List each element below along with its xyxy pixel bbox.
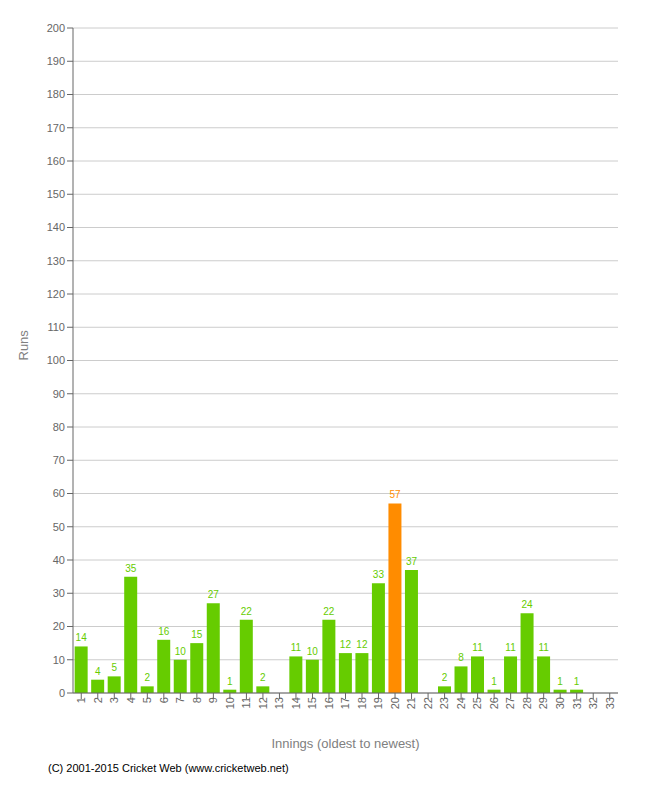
- svg-text:19: 19: [372, 697, 384, 709]
- svg-text:35: 35: [125, 563, 137, 574]
- svg-text:10: 10: [307, 646, 319, 657]
- svg-text:12: 12: [257, 697, 269, 709]
- svg-text:190: 190: [47, 55, 65, 67]
- svg-text:80: 80: [53, 421, 65, 433]
- svg-text:6: 6: [158, 697, 170, 703]
- svg-text:28: 28: [521, 697, 533, 709]
- svg-text:29: 29: [537, 697, 549, 709]
- svg-text:22: 22: [241, 606, 253, 617]
- svg-text:20: 20: [53, 620, 65, 632]
- svg-text:13: 13: [273, 697, 285, 709]
- svg-text:37: 37: [406, 556, 418, 567]
- svg-text:22: 22: [422, 697, 434, 709]
- svg-text:1: 1: [574, 676, 580, 687]
- svg-text:110: 110: [47, 321, 65, 333]
- svg-text:11: 11: [240, 697, 252, 708]
- svg-text:12: 12: [356, 639, 368, 650]
- svg-text:60: 60: [53, 487, 65, 499]
- svg-text:25: 25: [471, 697, 483, 709]
- svg-text:7: 7: [174, 697, 186, 703]
- svg-text:11: 11: [538, 642, 549, 653]
- svg-text:180: 180: [47, 88, 65, 100]
- svg-text:10: 10: [53, 654, 65, 666]
- svg-text:31: 31: [571, 697, 583, 709]
- svg-text:30: 30: [53, 587, 65, 599]
- svg-text:8: 8: [458, 652, 464, 663]
- svg-text:22: 22: [323, 606, 335, 617]
- svg-text:10: 10: [175, 646, 187, 657]
- svg-text:1: 1: [75, 697, 87, 703]
- svg-text:24: 24: [521, 599, 533, 610]
- svg-text:50: 50: [53, 521, 65, 533]
- svg-text:15: 15: [306, 697, 318, 709]
- svg-text:27: 27: [208, 589, 220, 600]
- svg-text:150: 150: [47, 188, 65, 200]
- svg-text:90: 90: [53, 388, 65, 400]
- svg-text:4: 4: [125, 697, 137, 703]
- svg-text:17: 17: [339, 697, 351, 709]
- svg-text:33: 33: [604, 697, 616, 709]
- svg-text:2: 2: [144, 672, 150, 683]
- svg-text:Runs: Runs: [16, 330, 31, 361]
- svg-text:140: 140: [47, 221, 65, 233]
- svg-text:32: 32: [587, 697, 599, 709]
- svg-text:24: 24: [455, 697, 467, 709]
- svg-text:9: 9: [207, 697, 219, 703]
- svg-text:57: 57: [389, 489, 401, 500]
- svg-text:23: 23: [438, 697, 450, 709]
- svg-text:33: 33: [373, 569, 385, 580]
- svg-text:16: 16: [158, 626, 170, 637]
- svg-text:2: 2: [92, 697, 104, 703]
- svg-text:26: 26: [488, 697, 500, 709]
- svg-text:4: 4: [95, 666, 101, 677]
- svg-text:100: 100: [47, 354, 65, 366]
- svg-text:1: 1: [557, 676, 563, 687]
- svg-text:10: 10: [224, 697, 236, 709]
- svg-text:200: 200: [47, 22, 65, 34]
- svg-text:20: 20: [389, 697, 401, 709]
- svg-text:70: 70: [53, 454, 65, 466]
- svg-text:1: 1: [491, 676, 497, 687]
- svg-text:11: 11: [505, 642, 516, 653]
- svg-text:Innings (oldest to newest): Innings (oldest to newest): [271, 736, 419, 751]
- svg-text:11: 11: [291, 642, 302, 653]
- svg-text:160: 160: [47, 155, 65, 167]
- svg-text:5: 5: [141, 697, 153, 703]
- svg-text:1: 1: [227, 676, 233, 687]
- svg-text:3: 3: [108, 697, 120, 703]
- svg-text:15: 15: [191, 629, 203, 640]
- svg-text:14: 14: [76, 632, 88, 643]
- svg-text:12: 12: [340, 639, 352, 650]
- svg-text:18: 18: [356, 697, 368, 709]
- svg-text:2: 2: [260, 672, 266, 683]
- svg-text:11: 11: [472, 642, 483, 653]
- svg-text:5: 5: [111, 662, 117, 673]
- svg-text:14: 14: [290, 697, 302, 709]
- html-text:(C) 2001-2015 Cricket Web (www: (C) 2001-2015 Cricket Web (www.cricketwe…: [48, 762, 289, 774]
- svg-text:0: 0: [59, 687, 65, 699]
- svg-text:170: 170: [47, 122, 65, 134]
- svg-text:16: 16: [323, 697, 335, 709]
- svg-text:2: 2: [442, 672, 448, 683]
- svg-text:130: 130: [47, 255, 65, 267]
- svg-text:30: 30: [554, 697, 566, 709]
- svg-text:8: 8: [191, 697, 203, 703]
- svg-text:120: 120: [47, 288, 65, 300]
- svg-text:21: 21: [405, 697, 417, 709]
- svg-text:27: 27: [504, 697, 516, 709]
- svg-text:40: 40: [53, 554, 65, 566]
